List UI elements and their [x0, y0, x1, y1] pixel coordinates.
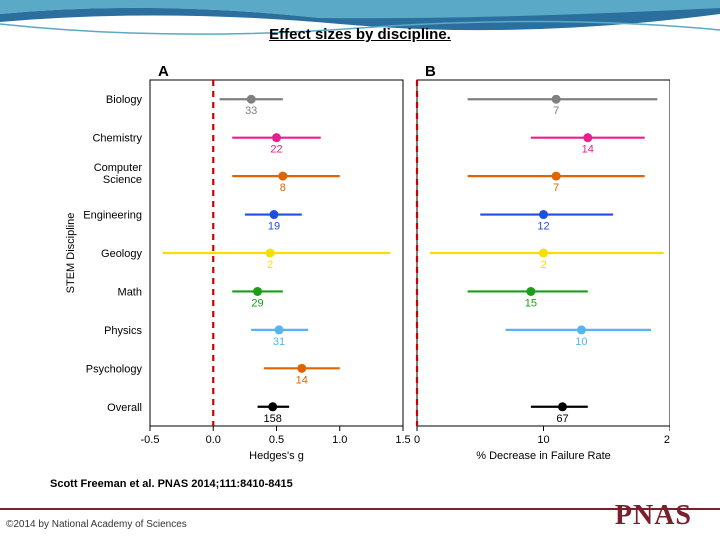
- n-label: 29: [251, 297, 263, 309]
- y-axis-label: STEM Discipline: [65, 213, 77, 294]
- n-label: 2: [540, 259, 546, 271]
- point-marker: [275, 325, 284, 334]
- point-marker: [583, 133, 592, 142]
- x-tick-label: 10: [537, 434, 549, 446]
- x-tick-label: 1.0: [332, 434, 347, 446]
- x-tick-label: 0.5: [269, 434, 284, 446]
- x-tick-label: 20: [664, 434, 670, 446]
- category-label: Computer: [94, 162, 143, 174]
- category-label: Overall: [107, 402, 142, 414]
- footer-rule: [0, 508, 720, 510]
- n-label: 8: [280, 182, 286, 194]
- n-label: 12: [537, 221, 549, 233]
- point-marker: [269, 210, 278, 219]
- citation: Scott Freeman et al. PNAS 2014;111:8410-…: [50, 478, 293, 490]
- point-marker: [253, 287, 262, 296]
- n-label: 14: [296, 374, 308, 386]
- copyright: ©2014 by National Academy of Sciences: [6, 519, 187, 530]
- point-marker: [526, 287, 535, 296]
- point-marker: [266, 249, 275, 258]
- point-marker: [272, 133, 281, 142]
- n-label: 19: [268, 221, 280, 233]
- title: Effect sizes by discipline.: [0, 26, 720, 43]
- n-label: 158: [264, 413, 282, 425]
- x-axis-label: % Decrease in Failure Rate: [476, 450, 611, 462]
- point-marker: [577, 325, 586, 334]
- pnas-logo: PNAS: [615, 500, 692, 532]
- n-label: 10: [575, 336, 587, 348]
- category-label: Science: [103, 174, 142, 186]
- panel-label: A: [158, 63, 169, 80]
- point-marker: [247, 95, 256, 104]
- n-label: 2: [267, 259, 273, 271]
- point-marker: [552, 95, 561, 104]
- x-tick-label: 0.0: [206, 434, 221, 446]
- point-marker: [539, 210, 548, 219]
- x-tick-label: 0: [414, 434, 420, 446]
- category-label: Geology: [101, 248, 142, 260]
- x-axis-label: Hedges's g: [249, 450, 304, 462]
- n-label: 15: [525, 297, 537, 309]
- n-label: 7: [553, 105, 559, 117]
- n-label: 22: [270, 144, 282, 156]
- n-label: 31: [273, 336, 285, 348]
- point-marker: [552, 172, 561, 181]
- x-tick-label: -0.5: [141, 434, 160, 446]
- n-label: 14: [582, 144, 594, 156]
- category-label: Math: [118, 286, 142, 298]
- n-label: 7: [553, 182, 559, 194]
- category-label: Chemistry: [92, 133, 142, 145]
- panel-label: B: [425, 63, 436, 80]
- point-marker: [268, 402, 277, 411]
- category-label: Engineering: [83, 210, 142, 222]
- point-marker: [539, 249, 548, 258]
- point-marker: [278, 172, 287, 181]
- forest-plot: Biology Chemistry ComputerScience Engineeri…: [60, 58, 670, 468]
- n-label: 67: [556, 413, 568, 425]
- category-label: Physics: [104, 325, 142, 337]
- n-label: 33: [245, 105, 257, 117]
- point-marker: [558, 402, 567, 411]
- x-tick-label: 1.5: [395, 434, 410, 446]
- category-label: Psychology: [86, 363, 143, 375]
- category-label: Biology: [106, 94, 143, 106]
- slide-root: Effect sizes by discipline. Biology Chemi…: [0, 0, 720, 540]
- point-marker: [297, 364, 306, 373]
